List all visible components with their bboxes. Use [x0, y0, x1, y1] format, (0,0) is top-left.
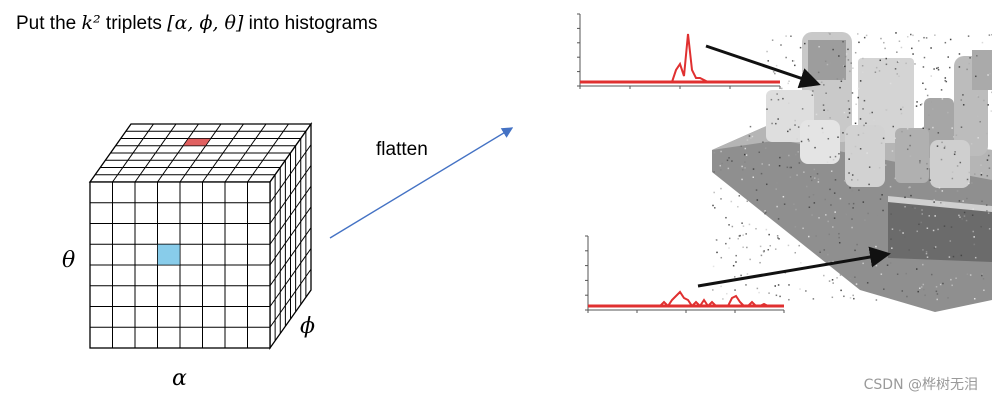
flatten-arrow: [329, 127, 514, 239]
alpha-label: α: [172, 366, 187, 391]
histogram-top-series: [580, 33, 780, 83]
histogram-bottom-series: [588, 290, 784, 308]
cube-highlight-top-cell: [182, 138, 212, 147]
pointer-arrow-top: [705, 44, 821, 89]
flatten-label: flatten: [376, 139, 428, 160]
theta-label: θ: [62, 248, 76, 273]
cube-highlight-front-cell: [157, 243, 181, 266]
histogram-top: [577, 13, 781, 89]
watermark: CSDN @桦树无泪: [863, 377, 978, 393]
heading-middle: triplets: [100, 13, 168, 34]
pointer-arrow-bottom: [697, 246, 891, 288]
point-cloud-box-object: [858, 58, 914, 143]
heading: Put the k² triplets [α, ϕ, θ] into histo…: [16, 12, 378, 35]
heading-prefix: Put the: [16, 13, 82, 34]
heading-triplet: [α, ϕ, θ]: [167, 12, 244, 34]
phi-label: ϕ: [300, 314, 315, 339]
histogram-bottom: [585, 235, 785, 313]
point-cloud-box: [888, 200, 992, 262]
heading-suffix: into histograms: [243, 13, 378, 34]
voxel-cube: [88, 121, 313, 351]
point-cloud-scene: [712, 32, 992, 312]
heading-k-squared: k²: [81, 12, 101, 34]
